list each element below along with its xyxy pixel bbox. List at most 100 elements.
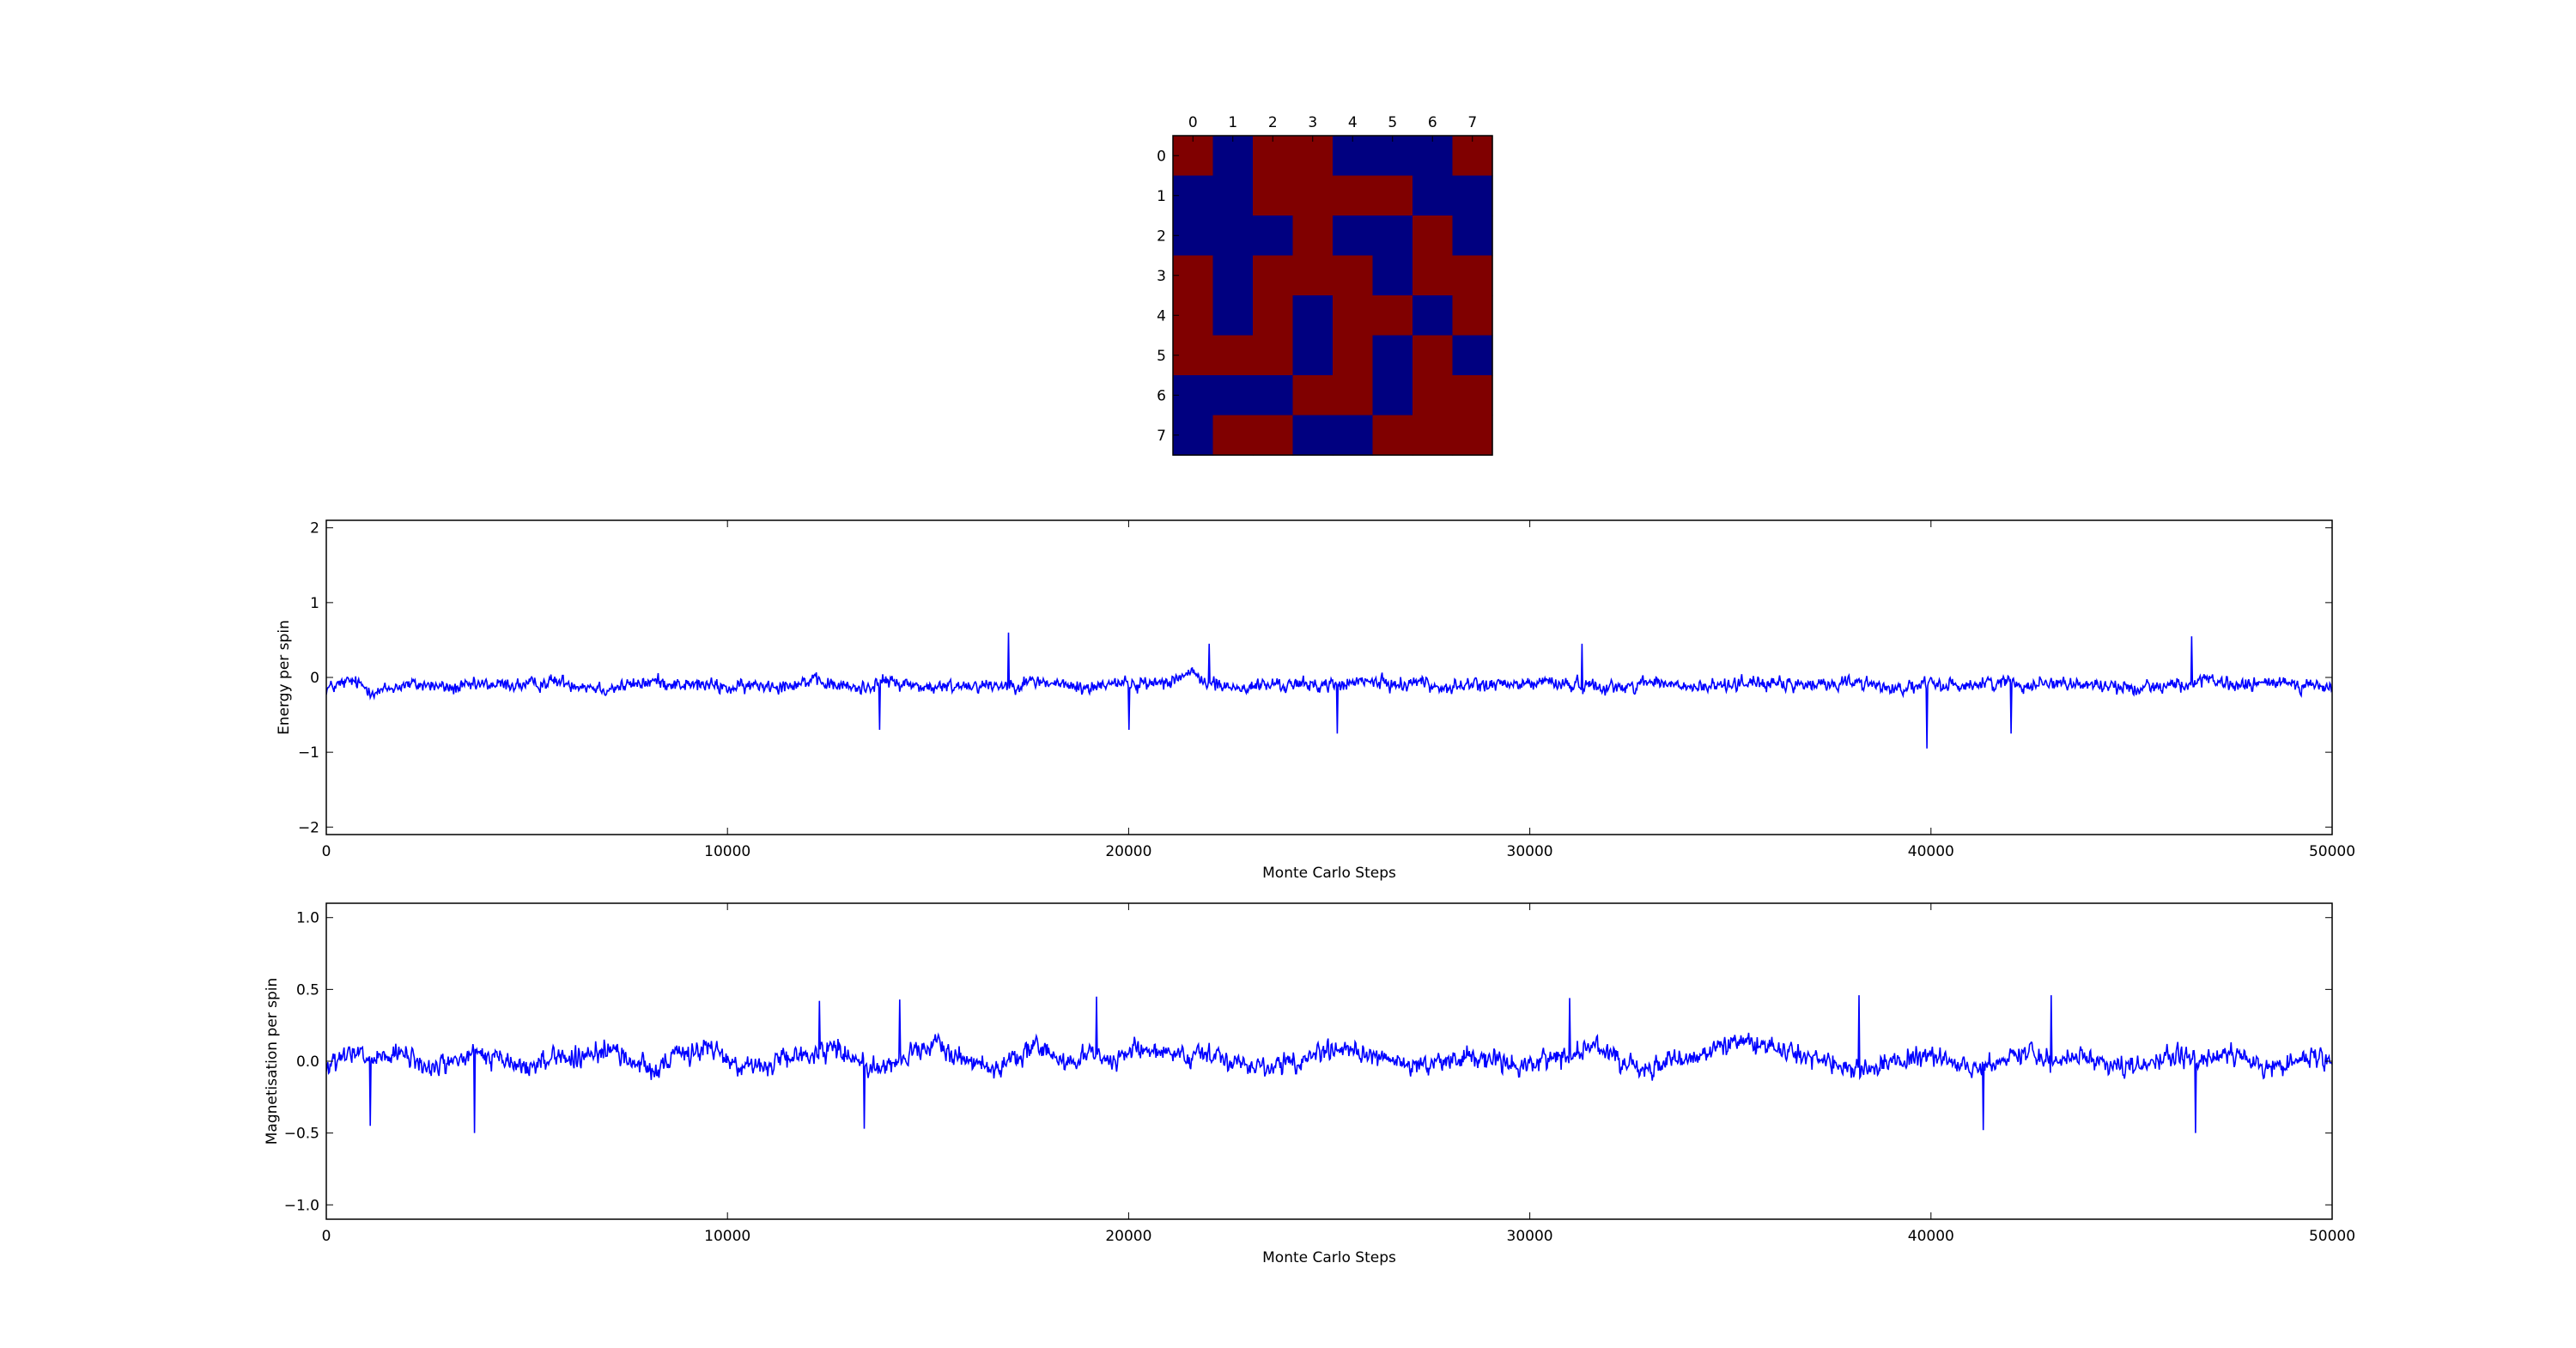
heatmap-cell xyxy=(1413,295,1454,337)
heatmap-cell xyxy=(1212,335,1254,376)
heatmap-y-tick-label: 7 xyxy=(1157,428,1166,445)
heatmap-cell xyxy=(1253,136,1294,177)
heatmap-cell xyxy=(1173,136,1214,177)
magnetisation-y-axis-label: Magnetisation per spin xyxy=(264,978,281,1145)
heatmap-cell xyxy=(1452,216,1493,257)
heatmap-cell xyxy=(1452,175,1493,216)
heatmap-cell xyxy=(1372,136,1413,177)
energy-y-axis-label: Energy per spin xyxy=(276,620,293,735)
spin-lattice-heatmap: 0 1 2 3 4 5 6 7 0 1 2 3 4 5 6 7 xyxy=(1157,114,1493,456)
heatmap-cell xyxy=(1452,375,1493,416)
y-tick-label: −1 xyxy=(298,744,319,762)
heatmap-x-tick-label: 5 xyxy=(1388,114,1397,131)
heatmap-cell xyxy=(1292,415,1334,456)
heatmap-cell xyxy=(1452,335,1493,376)
heatmap-cell xyxy=(1253,295,1294,337)
heatmap-cell xyxy=(1212,295,1254,337)
heatmap-cell xyxy=(1452,136,1493,177)
x-tick-label: 50000 xyxy=(2309,1228,2355,1245)
heatmap-cell xyxy=(1333,255,1374,296)
heatmap-cells xyxy=(1173,136,1493,456)
energy-axes-frame xyxy=(325,519,2333,835)
heatmap-y-tick-label: 6 xyxy=(1157,387,1166,404)
heatmap-y-tick-label: 4 xyxy=(1157,307,1166,325)
x-tick-label: 50000 xyxy=(2309,843,2355,860)
heatmap-cell xyxy=(1333,375,1374,416)
x-tick-label: 30000 xyxy=(1507,1228,1553,1245)
heatmap-y-tick-label: 5 xyxy=(1157,348,1166,365)
heatmap-cell xyxy=(1413,136,1454,177)
heatmap-x-tick-label: 4 xyxy=(1348,114,1358,131)
heatmap-cell xyxy=(1253,335,1294,376)
heatmap-cell xyxy=(1292,216,1334,257)
heatmap-y-tick-label: 2 xyxy=(1157,228,1166,245)
y-tick-label: 0 xyxy=(310,670,319,687)
x-tick-label: 20000 xyxy=(1105,843,1151,860)
heatmap-cell xyxy=(1212,175,1254,216)
heatmap-cell xyxy=(1333,295,1374,337)
heatmap-cell xyxy=(1292,335,1334,376)
heatmap-cell xyxy=(1452,255,1493,296)
heatmap-x-tick-label: 0 xyxy=(1188,114,1198,131)
heatmap-cell xyxy=(1253,255,1294,296)
y-tick-label: 1.0 xyxy=(296,910,319,927)
heatmap-cell xyxy=(1413,255,1454,296)
heatmap-cell xyxy=(1212,375,1254,416)
heatmap-cell xyxy=(1333,415,1374,456)
y-tick-label: 1 xyxy=(310,595,319,612)
energy-series-line xyxy=(326,632,2332,749)
y-tick-label: −2 xyxy=(298,819,319,836)
magnetisation-series-line xyxy=(326,995,2332,1133)
x-tick-label: 30000 xyxy=(1507,843,1553,860)
heatmap-cell xyxy=(1173,295,1214,337)
heatmap-cell xyxy=(1173,216,1214,257)
heatmap-row-ticks: 0 1 2 3 4 5 6 7 xyxy=(1157,148,1179,445)
heatmap-cell xyxy=(1173,375,1214,416)
heatmap-cell xyxy=(1173,335,1214,376)
heatmap-cell xyxy=(1413,175,1454,216)
heatmap-cell xyxy=(1372,415,1413,456)
y-tick-label: −1.0 xyxy=(284,1197,319,1214)
heatmap-cell xyxy=(1292,136,1334,177)
x-tick-label: 40000 xyxy=(1908,843,1954,860)
heatmap-cell xyxy=(1253,375,1294,416)
heatmap-cell xyxy=(1333,136,1374,177)
heatmap-cell xyxy=(1333,175,1374,216)
heatmap-cell xyxy=(1212,255,1254,296)
x-tick-label: 10000 xyxy=(704,1228,750,1245)
heatmap-cell xyxy=(1372,295,1413,337)
heatmap-cell xyxy=(1413,415,1454,456)
heatmap-y-tick-label: 1 xyxy=(1157,188,1166,205)
y-tick-label: −0.5 xyxy=(284,1126,319,1143)
y-tick-label: 2 xyxy=(310,520,319,537)
heatmap-cell xyxy=(1173,415,1214,456)
x-tick-label: 0 xyxy=(322,843,331,860)
heatmap-cell xyxy=(1173,255,1214,296)
heatmap-cell xyxy=(1372,175,1413,216)
heatmap-cell xyxy=(1212,136,1254,177)
heatmap-x-tick-label: 7 xyxy=(1467,114,1477,131)
heatmap-x-tick-label: 3 xyxy=(1308,114,1317,131)
heatmap-cell xyxy=(1452,415,1493,456)
heatmap-cell xyxy=(1292,375,1334,416)
x-tick-label: 20000 xyxy=(1105,1228,1151,1245)
heatmap-cell xyxy=(1413,375,1454,416)
heatmap-frame xyxy=(1172,135,1493,456)
heatmap-cell xyxy=(1253,175,1294,216)
heatmap-cell xyxy=(1292,255,1334,296)
heatmap-cell xyxy=(1212,216,1254,257)
magnetisation-x-axis-label: Monte Carlo Steps xyxy=(1262,1249,1396,1266)
heatmap-y-tick-label: 0 xyxy=(1157,148,1166,165)
y-tick-label: 0.0 xyxy=(296,1054,319,1071)
energy-y-ticks: 2 1 0 −1 −2 xyxy=(298,520,2332,836)
heatmap-cell xyxy=(1413,216,1454,257)
heatmap-cell xyxy=(1452,295,1493,337)
heatmap-x-tick-label: 1 xyxy=(1228,114,1237,131)
heatmap-cell xyxy=(1372,216,1413,257)
magnetisation-x-ticks: 0 10000 20000 30000 40000 50000 xyxy=(322,903,2355,1245)
x-tick-label: 10000 xyxy=(704,843,750,860)
magnetisation-y-ticks: 1.0 0.5 0.0 −0.5 −1.0 xyxy=(284,910,2332,1214)
heatmap-x-tick-label: 6 xyxy=(1428,114,1437,131)
heatmap-cell xyxy=(1333,335,1374,376)
heatmap-cell xyxy=(1253,216,1294,257)
